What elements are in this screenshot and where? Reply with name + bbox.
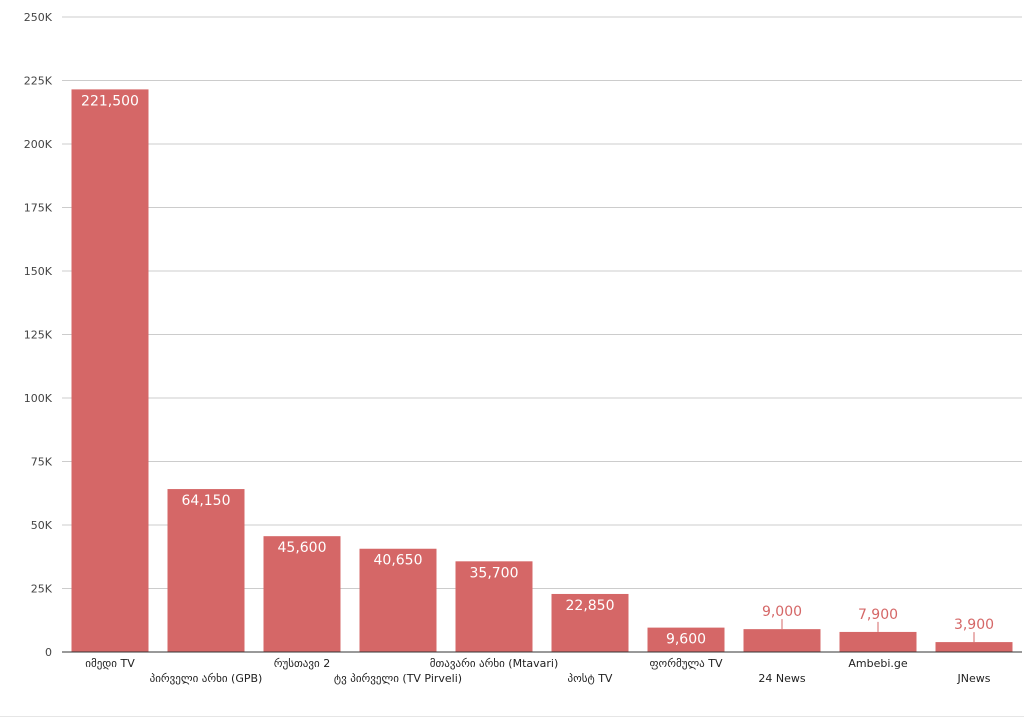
bars (71, 89, 1013, 652)
x-axis-tick-labels: იმედი TV პირველი არხი (GPB) რუსთავი 2 ტვ პი… (85, 657, 990, 685)
bar (71, 89, 149, 652)
bar (839, 631, 917, 652)
bar-value-label: 22,850 (566, 598, 615, 614)
x-tick-label: რუსთავი 2 (274, 657, 330, 670)
x-tick-label: JNews (957, 672, 991, 685)
bar-value-label: 64,150 (182, 493, 231, 509)
y-tick-label: 175K (24, 202, 53, 215)
bar-value-label: 35,700 (470, 565, 519, 581)
bar-value-label: 45,600 (278, 540, 327, 556)
y-tick-label: 25K (31, 583, 53, 596)
bar-value-label: 7,900 (858, 607, 898, 623)
bar (359, 548, 437, 652)
x-tick-label: პოსტ TV (568, 672, 613, 685)
bar (167, 489, 245, 652)
bar-value-label: 9,600 (666, 632, 706, 648)
bar (743, 629, 821, 652)
x-tick-label: იმედი TV (85, 657, 135, 670)
bar (551, 593, 629, 652)
x-tick-label: ფორმულა TV (649, 657, 722, 670)
y-tick-label: 50K (31, 519, 53, 532)
bar-value-label: 221,500 (81, 93, 139, 109)
y-tick-label: 225K (24, 75, 53, 88)
y-tick-label: 250K (24, 11, 53, 24)
x-tick-label: მთავარი არხი (Mtavari) (430, 657, 559, 670)
bar (263, 536, 341, 652)
x-tick-label: პირველი არხი (GPB) (150, 672, 263, 685)
y-tick-label: 75K (31, 456, 53, 469)
x-tick-label: 24 News (758, 672, 805, 685)
bar-value-label: 40,650 (374, 553, 423, 569)
x-tick-label: Ambebi.ge (848, 657, 908, 670)
y-tick-label: 100K (24, 392, 53, 405)
bar (935, 642, 1013, 652)
bottom-divider (0, 716, 1024, 717)
y-tick-label: 200K (24, 138, 53, 151)
y-tick-label: 0 (45, 646, 52, 659)
x-tick-label: ტვ პირველი (TV Pirveli) (334, 672, 462, 685)
bar-value-labels: 221,500 64,150 45,600 40,650 35,700 22,850 9,6… (81, 93, 994, 647)
y-axis-tick-labels: 0 25K 50K 75K 100K 125K 150K 175K 200K 225K 250K (24, 11, 53, 659)
bar (455, 561, 533, 652)
bar (647, 627, 725, 652)
bar-value-label: 9,000 (762, 604, 802, 620)
y-tick-label: 125K (24, 329, 53, 342)
bar-value-label: 3,900 (954, 617, 994, 633)
y-tick-label: 150K (24, 265, 53, 278)
